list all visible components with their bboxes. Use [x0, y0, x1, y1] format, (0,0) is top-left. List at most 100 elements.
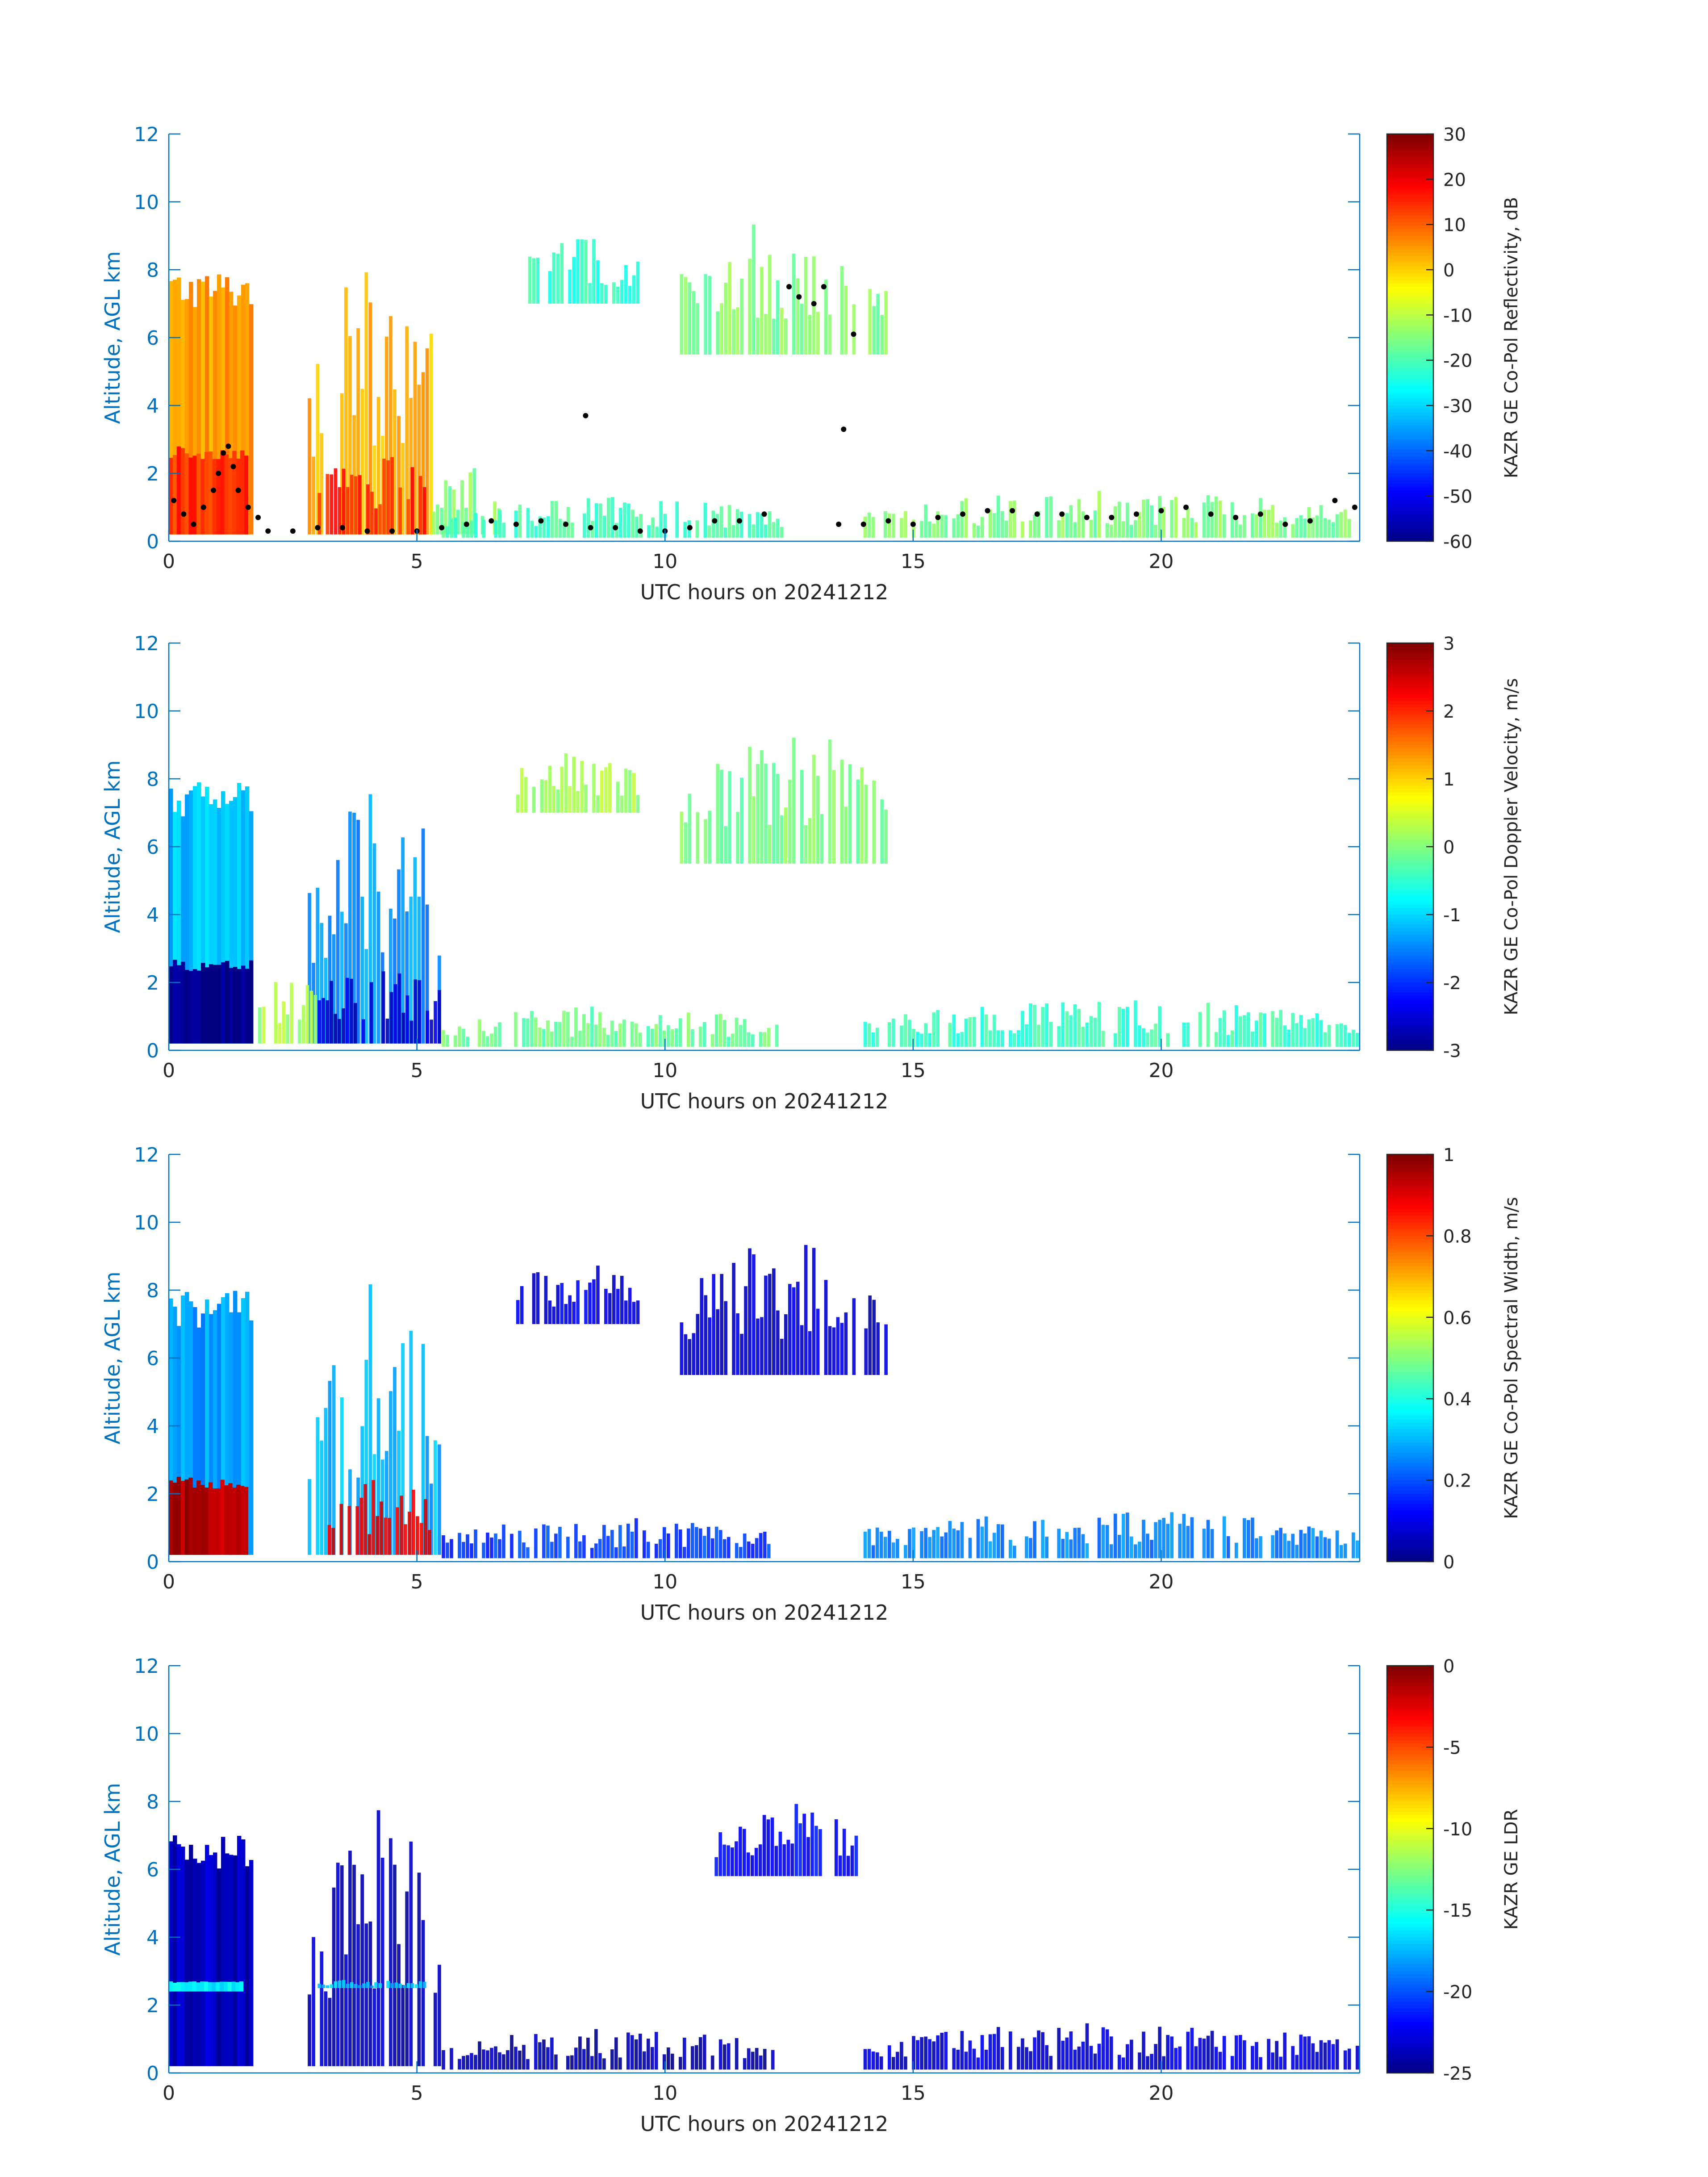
data-strip	[887, 513, 891, 538]
y-axis-label: Altitude, AGL km	[100, 760, 125, 933]
cloud-base-point	[1109, 514, 1115, 520]
data-strip	[416, 1516, 419, 1555]
data-strip	[960, 1032, 964, 1047]
data-strip	[792, 737, 796, 864]
data-strip	[233, 1855, 238, 2066]
data-strip	[1210, 502, 1214, 538]
data-strip	[225, 804, 230, 1044]
data-strip	[330, 1984, 334, 1988]
data-strip	[586, 1023, 590, 1047]
data-strip	[456, 510, 460, 535]
colorbar-swatch	[1387, 864, 1433, 868]
data-strip	[286, 1014, 289, 1044]
data-strip	[924, 504, 927, 538]
data-strip	[538, 1027, 542, 1047]
data-strip	[372, 1988, 376, 2066]
colorbar-swatch	[1387, 527, 1433, 532]
data-strip	[904, 511, 907, 538]
data-strip	[1347, 519, 1351, 538]
data-strip	[237, 295, 242, 535]
data-strip	[1339, 1023, 1343, 1047]
data-strip	[493, 501, 497, 535]
colorbar-swatch	[1387, 2035, 1433, 2039]
data-region	[169, 960, 254, 1044]
data-strip	[819, 1829, 822, 1876]
colorbar-tick-label: -5	[1443, 1738, 1461, 1758]
colorbar-swatch	[1387, 361, 1433, 365]
data-strip	[301, 1005, 305, 1044]
data-strip	[336, 1863, 340, 2066]
data-strip	[464, 508, 468, 535]
data-strip	[1327, 1025, 1331, 1047]
data-strip	[988, 1030, 992, 1047]
data-strip	[566, 507, 570, 538]
data-strip	[452, 489, 456, 535]
data-strip	[380, 1858, 384, 2066]
colorbar-swatch	[1387, 1500, 1433, 1504]
y-axis-label: Altitude, AGL km	[100, 1783, 125, 1956]
colorbar-swatch	[1387, 1310, 1433, 1315]
data-strip	[592, 239, 596, 304]
data-strip	[200, 1485, 205, 1555]
data-strip	[710, 2055, 714, 2070]
data-strip	[1355, 2046, 1359, 2070]
data-strip	[546, 2047, 550, 2070]
data-strip	[229, 292, 234, 535]
colorbar-swatch	[1387, 1893, 1433, 1897]
data-strip	[1097, 1002, 1101, 1047]
data-strip	[282, 1001, 285, 1044]
data-strip	[772, 763, 776, 864]
data-strip	[1077, 1009, 1081, 1047]
data-strip	[220, 1981, 224, 1992]
data-strip	[764, 1275, 768, 1375]
data-strip	[908, 1529, 911, 1559]
data-strip	[603, 515, 606, 538]
cloud-base-point	[786, 284, 792, 289]
colorbar-frame	[1386, 133, 1434, 542]
data-strip	[326, 1985, 330, 1988]
x-tick-label: 0	[163, 1059, 175, 1082]
data-strip	[863, 2049, 867, 2070]
colorbar-swatch	[1387, 215, 1433, 219]
colorbar-swatch	[1387, 1020, 1433, 1024]
colorbar-swatch	[1387, 1554, 1433, 1559]
colorbar-swatch	[1387, 745, 1433, 749]
colorbar-swatch	[1387, 877, 1433, 881]
data-strip	[417, 384, 421, 535]
data-strip	[992, 1015, 996, 1047]
data-strip	[984, 2049, 988, 2070]
data-strip	[1049, 1022, 1053, 1047]
data-strip	[850, 1845, 854, 1876]
data-strip	[1267, 510, 1270, 538]
colorbar-swatch	[1387, 1490, 1433, 1494]
data-strip	[834, 1819, 838, 1876]
colorbar-swatch	[1387, 819, 1433, 823]
data-strip	[227, 1982, 232, 1992]
data-strip	[1218, 2052, 1222, 2070]
data-strip	[522, 2045, 526, 2070]
data-strip	[494, 520, 498, 538]
data-strip	[746, 1852, 750, 1876]
data-strip	[518, 1530, 522, 1559]
data-strip	[682, 1546, 686, 1559]
colorbar-swatch	[1387, 1760, 1433, 1765]
colorbar-swatch	[1387, 493, 1433, 498]
data-strip	[1206, 1003, 1210, 1047]
colorbar-swatch	[1387, 1477, 1433, 1481]
data-strip	[727, 2043, 731, 2070]
x-tick-label: 15	[901, 1571, 926, 1593]
colorbar-swatch	[1387, 982, 1433, 986]
data-strip	[532, 1273, 536, 1324]
data-strip	[224, 454, 229, 535]
data-strip	[221, 1837, 226, 2066]
colorbar-swatch	[1387, 1249, 1433, 1254]
colorbar-swatch	[1387, 843, 1433, 847]
data-strip	[309, 990, 313, 1044]
data-strip	[916, 1032, 919, 1047]
x-axis-label: UTC hours on 20241212	[640, 580, 889, 604]
data-strip	[638, 2034, 642, 2070]
data-strip	[393, 1864, 397, 2066]
colorbar-swatch	[1387, 1968, 1433, 1972]
colorbar-swatch	[1387, 802, 1433, 806]
